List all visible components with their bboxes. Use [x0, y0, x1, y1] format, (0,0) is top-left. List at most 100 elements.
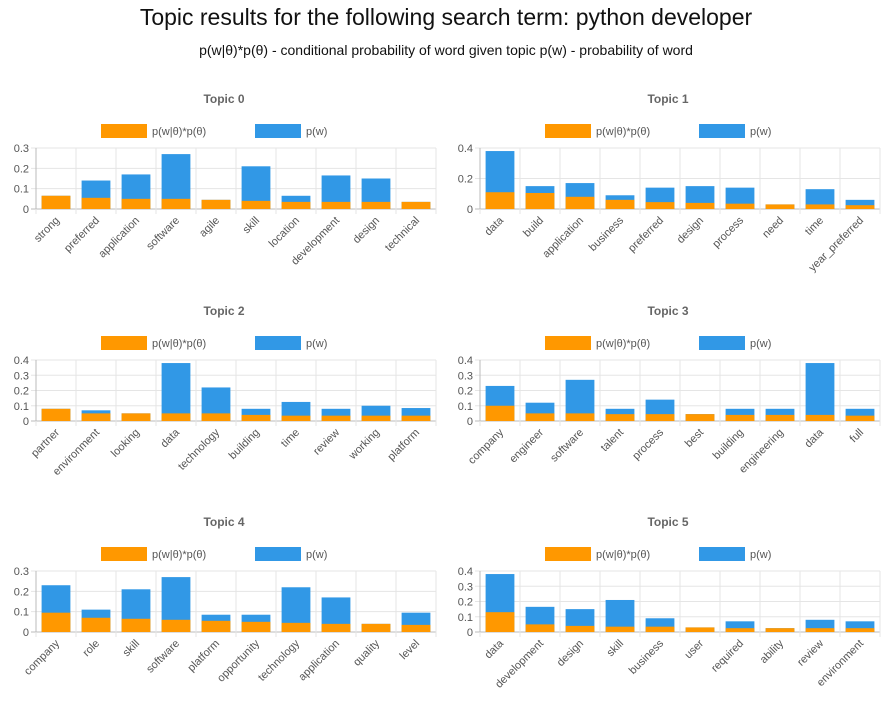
legend-swatch — [255, 336, 301, 350]
legend-label: p(w) — [750, 549, 771, 561]
bar-p-w — [161, 363, 191, 421]
x-tick-label: talent — [599, 427, 627, 455]
y-tick-label: 0.2 — [458, 386, 473, 398]
legend-label: p(w|θ)*p(θ) — [596, 338, 650, 350]
chart-topic-5: Topic 5 p(w|θ)*p(θ) p(w) 0 0.1 0.2 0.3 0.4 data d… — [448, 511, 888, 711]
legend-swatch — [699, 336, 745, 350]
bar-conditional — [565, 413, 595, 421]
x-tick-label: building — [711, 427, 746, 462]
legend-label: p(w|θ)*p(θ) — [596, 549, 650, 561]
chart-title: Topic 4 — [203, 515, 244, 529]
bar-conditional — [161, 619, 191, 632]
bar-conditional — [565, 625, 595, 632]
legend-label: p(w) — [306, 338, 327, 350]
y-tick-label: 0.2 — [14, 163, 29, 175]
x-tick-label: location — [267, 215, 302, 250]
bar-conditional — [241, 200, 271, 209]
chart-topic-1-svg: Topic 1 p(w|θ)*p(θ) p(w) 0 0.2 0.4 data buildap… — [458, 92, 881, 274]
page-subtitle: p(w|θ)*p(θ) - conditional probability of… — [199, 42, 693, 58]
bar-conditional — [281, 415, 311, 421]
x-tick-label: data — [482, 214, 506, 238]
bar-conditional — [81, 617, 111, 632]
x-tick-label: software — [144, 215, 182, 253]
x-tick-label: technology — [256, 637, 302, 683]
bar-conditional — [805, 414, 835, 421]
y-tick-label: 0.3 — [14, 566, 29, 578]
bar-conditional — [161, 198, 191, 209]
y-tick-label: 0.2 — [14, 386, 29, 398]
y-tick-label: 0.3 — [458, 581, 473, 593]
x-tick-label: building — [227, 427, 262, 462]
y-tick-label: 0.4 — [458, 355, 473, 367]
bar-conditional — [725, 203, 755, 209]
x-tick-label: business — [627, 637, 667, 677]
legend-label: p(w|θ)*p(θ) — [596, 126, 650, 138]
bar-p-w — [845, 621, 875, 632]
legend-swatch — [545, 124, 591, 138]
x-tick-label: software — [144, 638, 182, 676]
bar-conditional — [645, 414, 675, 421]
bar-conditional — [765, 414, 795, 421]
bar-conditional — [81, 413, 111, 421]
y-tick-label: 0.1 — [14, 607, 29, 619]
bar-conditional — [201, 199, 231, 209]
chart-topic-2-svg: Topic 2 p(w|θ)*p(θ) p(w) 0 0.1 0.2 0.3 0.4 partn… — [14, 304, 437, 478]
bar-conditional — [321, 415, 351, 421]
legend-swatch — [545, 336, 591, 350]
x-tick-label: build — [521, 215, 546, 240]
bar-conditional — [525, 413, 555, 421]
x-tick-label: skill — [605, 638, 626, 659]
bar-conditional — [121, 618, 151, 632]
bar-conditional — [685, 627, 715, 632]
y-tick-label: 0.4 — [458, 566, 473, 578]
chart-title: Topic 5 — [647, 515, 688, 529]
x-tick-label: full — [848, 427, 866, 445]
y-tick-label: 0.2 — [458, 597, 473, 609]
y-tick-label: 0.2 — [14, 586, 29, 598]
x-tick-label: strong — [32, 215, 62, 245]
y-tick-label: 0.3 — [14, 370, 29, 382]
bar-conditional — [485, 192, 515, 209]
x-tick-label: application — [296, 638, 342, 684]
legend-swatch — [101, 547, 147, 561]
x-tick-label: data — [158, 426, 182, 450]
bar-conditional — [525, 624, 555, 632]
y-tick-label: 0.4 — [14, 355, 29, 367]
bar-conditional — [845, 628, 875, 632]
x-tick-label: ability — [758, 637, 787, 666]
bar-p-w — [805, 189, 835, 209]
x-tick-label: quality — [351, 637, 382, 668]
bar-conditional — [361, 415, 391, 421]
bar-conditional — [485, 612, 515, 632]
legend-swatch — [101, 124, 147, 138]
bar-conditional — [41, 408, 71, 421]
y-tick-label: 0 — [467, 204, 473, 216]
y-tick-label: 0 — [23, 204, 29, 216]
chart-title: Topic 3 — [647, 304, 688, 318]
x-tick-label: review — [311, 427, 342, 458]
x-tick-label: business — [587, 214, 627, 254]
bar-conditional — [41, 195, 71, 209]
chart-title: Topic 2 — [203, 304, 244, 318]
bar-conditional — [725, 414, 755, 421]
legend-swatch — [101, 336, 147, 350]
x-tick-label: time — [279, 427, 302, 450]
bar-conditional — [241, 414, 271, 421]
chart-topic-5-svg: Topic 5 p(w|θ)*p(θ) p(w) 0 0.1 0.2 0.3 0.4 data d… — [458, 515, 881, 691]
bar-conditional — [525, 192, 555, 209]
bar-conditional — [685, 414, 715, 421]
bar-conditional — [361, 201, 391, 209]
bar-conditional — [765, 204, 795, 209]
legend-label: p(w|θ)*p(θ) — [152, 126, 206, 138]
bar-conditional — [121, 198, 151, 209]
x-tick-label: process — [710, 214, 746, 250]
bar-conditional — [81, 197, 111, 209]
chart-topic-3: Topic 3 p(w|θ)*p(θ) p(w) 0 0.1 0.2 0.3 0.4 compa… — [448, 300, 888, 500]
chart-title: Topic 1 — [647, 92, 688, 106]
bar-conditional — [605, 626, 635, 632]
bar-conditional — [605, 414, 635, 421]
x-tick-label: technology — [176, 426, 222, 472]
legend-label: p(w|θ)*p(θ) — [152, 338, 206, 350]
bar-conditional — [725, 628, 755, 632]
bar-p-w — [845, 199, 875, 209]
